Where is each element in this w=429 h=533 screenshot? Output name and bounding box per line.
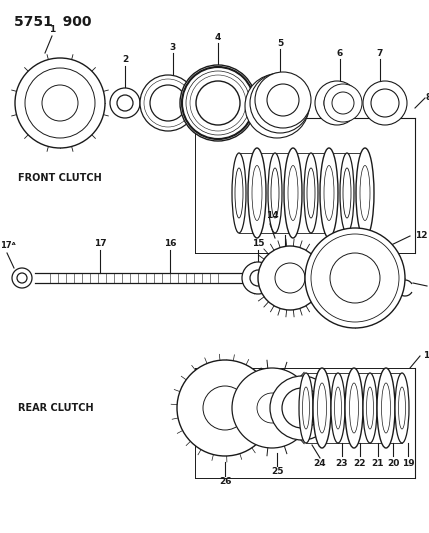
Circle shape <box>305 228 405 328</box>
Circle shape <box>324 84 362 122</box>
Text: 8: 8 <box>426 93 429 102</box>
Text: 6: 6 <box>337 49 343 58</box>
Circle shape <box>363 81 407 125</box>
Ellipse shape <box>232 153 246 233</box>
Text: 15: 15 <box>252 238 264 247</box>
Circle shape <box>140 75 196 131</box>
Ellipse shape <box>340 153 354 233</box>
Text: 9: 9 <box>387 254 393 262</box>
Ellipse shape <box>377 368 395 448</box>
Ellipse shape <box>356 148 374 238</box>
Text: 23: 23 <box>336 458 348 467</box>
Circle shape <box>180 65 256 141</box>
Circle shape <box>15 58 105 148</box>
Circle shape <box>177 360 273 456</box>
Ellipse shape <box>268 153 282 233</box>
Text: REAR CLUTCH: REAR CLUTCH <box>18 403 94 413</box>
Text: 19: 19 <box>402 458 414 467</box>
Text: 22: 22 <box>354 458 366 467</box>
Text: 24: 24 <box>314 459 326 469</box>
Ellipse shape <box>284 148 302 238</box>
Circle shape <box>270 376 334 440</box>
Text: 20: 20 <box>387 458 399 467</box>
Ellipse shape <box>304 153 318 233</box>
Text: 3: 3 <box>170 43 176 52</box>
Circle shape <box>12 268 32 288</box>
Text: 5: 5 <box>277 38 283 47</box>
Circle shape <box>250 73 310 133</box>
Circle shape <box>255 72 311 128</box>
Circle shape <box>245 74 309 138</box>
Text: 7: 7 <box>377 49 383 58</box>
Circle shape <box>110 88 140 118</box>
Text: 14: 14 <box>266 212 278 221</box>
Ellipse shape <box>331 373 345 443</box>
Ellipse shape <box>363 373 377 443</box>
Text: 21: 21 <box>372 458 384 467</box>
Text: 5751  900: 5751 900 <box>14 15 91 29</box>
Text: 1: 1 <box>49 26 55 35</box>
Text: 16: 16 <box>164 238 176 247</box>
Circle shape <box>258 246 322 310</box>
Ellipse shape <box>345 368 363 448</box>
Ellipse shape <box>313 368 331 448</box>
Ellipse shape <box>299 373 313 443</box>
Ellipse shape <box>395 373 409 443</box>
Text: FRONT CLUTCH: FRONT CLUTCH <box>18 173 102 183</box>
Circle shape <box>232 368 312 448</box>
Text: 2: 2 <box>122 55 128 64</box>
Text: 17ᴬ: 17ᴬ <box>0 240 16 249</box>
Circle shape <box>242 262 274 294</box>
Text: 26: 26 <box>219 478 231 487</box>
Ellipse shape <box>248 148 266 238</box>
Text: 11: 11 <box>279 254 291 262</box>
Text: 18: 18 <box>423 351 429 360</box>
Text: 10: 10 <box>359 254 371 262</box>
Text: 25: 25 <box>271 467 283 477</box>
Circle shape <box>315 81 359 125</box>
Text: 12: 12 <box>415 231 428 240</box>
Text: 4: 4 <box>215 33 221 42</box>
Text: 17: 17 <box>94 238 106 247</box>
Ellipse shape <box>320 148 338 238</box>
